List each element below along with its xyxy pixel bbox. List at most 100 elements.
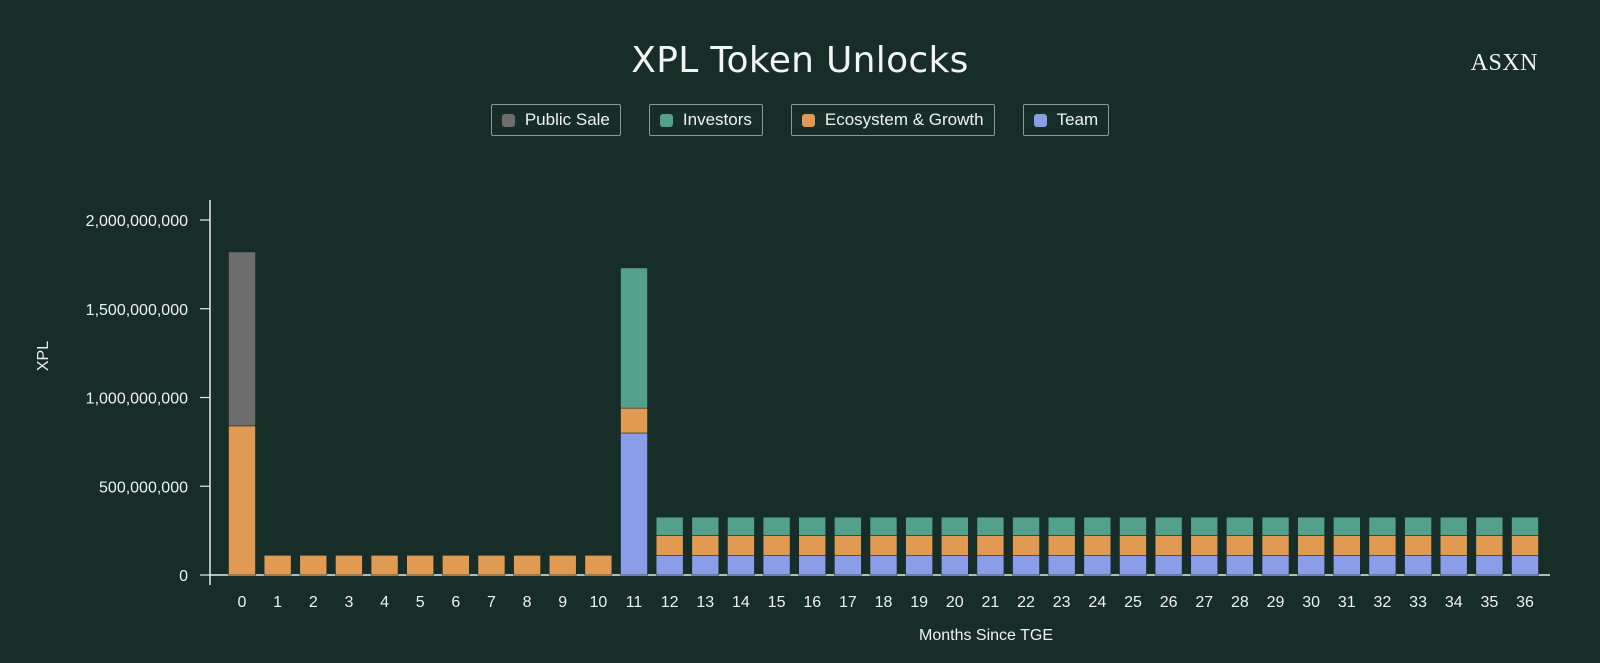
bar-segment-team bbox=[1368, 554, 1397, 576]
bar-segment-ecosystem-growth bbox=[1190, 535, 1219, 556]
bar-segment-investors bbox=[1226, 516, 1254, 536]
bar-segment-team bbox=[1333, 554, 1361, 576]
x-tick-label: 22 bbox=[1017, 594, 1035, 611]
bar-segment-ecosystem-growth bbox=[1511, 535, 1539, 556]
legend-item-team[interactable]: Team bbox=[1022, 104, 1110, 136]
bar-segment-investors bbox=[940, 516, 969, 536]
bar-segment-investors bbox=[1083, 516, 1112, 536]
legend-label: Investors bbox=[682, 110, 752, 129]
bar-segment-ecosystem-growth bbox=[1226, 535, 1254, 556]
bar-segment-team bbox=[1297, 554, 1325, 576]
bar-segment-team bbox=[976, 554, 1005, 576]
x-tick-label: 19 bbox=[910, 594, 928, 611]
bar-segment-ecosystem-growth bbox=[976, 535, 1005, 556]
bar-segment-ecosystem-growth bbox=[655, 535, 684, 556]
bar-segment-team bbox=[834, 554, 862, 576]
x-tick-label: 12 bbox=[661, 594, 679, 611]
x-tick-label: 4 bbox=[380, 594, 389, 611]
x-tick-label: 31 bbox=[1338, 594, 1356, 611]
chart-legend: Public Sale Investors Ecosystem & Growth… bbox=[0, 104, 1600, 136]
x-tick-label: 30 bbox=[1302, 594, 1320, 611]
bar-segment-ecosystem-growth bbox=[727, 535, 755, 556]
legend-item-public-sale[interactable]: Public Sale bbox=[490, 104, 621, 136]
legend-item-ecosystem-growth[interactable]: Ecosystem & Growth bbox=[790, 104, 995, 136]
bar-segment-ecosystem-growth bbox=[299, 554, 328, 576]
bar-segment-team bbox=[1190, 554, 1219, 576]
bar-segment-ecosystem-growth bbox=[548, 554, 577, 576]
bar-segment-ecosystem-growth bbox=[762, 535, 791, 556]
bar-segment-ecosystem-growth bbox=[1154, 535, 1183, 556]
bar-segment-ecosystem-growth bbox=[228, 425, 256, 576]
bar-segment-investors bbox=[1012, 516, 1040, 536]
x-tick-label: 11 bbox=[626, 594, 643, 611]
x-tick-label: 0 bbox=[238, 594, 247, 611]
bar-segment-team bbox=[1439, 554, 1468, 576]
y-tick-label: 1,000,000,000 bbox=[86, 391, 188, 408]
x-tick-label: 21 bbox=[982, 594, 1000, 611]
bar-segment-investors bbox=[1475, 516, 1504, 536]
bar-segment-ecosystem-growth bbox=[869, 535, 898, 556]
bar-segment-ecosystem-growth bbox=[905, 535, 933, 556]
bar-segment-investors bbox=[1404, 516, 1432, 536]
x-tick-label: 1 bbox=[273, 594, 282, 611]
bar-segment-investors bbox=[905, 516, 933, 536]
bar-segment-investors bbox=[1261, 516, 1290, 536]
bar-segment-ecosystem-growth bbox=[1119, 535, 1147, 556]
bar-segment-investors bbox=[834, 516, 862, 536]
x-tick-label: 5 bbox=[416, 594, 425, 611]
bar-segment-investors bbox=[1297, 516, 1325, 536]
x-tick-label: 16 bbox=[803, 594, 821, 611]
bar-segment-ecosystem-growth bbox=[1368, 535, 1397, 556]
bar-segment-team bbox=[1475, 554, 1504, 576]
chart-title: XPL Token Unlocks bbox=[631, 40, 969, 81]
bar-segment-investors bbox=[1333, 516, 1361, 536]
x-tick-label: 2 bbox=[309, 594, 318, 611]
legend-item-investors[interactable]: Investors bbox=[648, 104, 763, 136]
bar-segment-ecosystem-growth bbox=[1012, 535, 1040, 556]
bar-segment-team bbox=[940, 554, 969, 576]
x-tick-label: 3 bbox=[344, 594, 353, 611]
bar-segment-ecosystem-growth bbox=[1261, 535, 1290, 556]
brand-logo: ASXN bbox=[1470, 50, 1538, 76]
x-tick-label: 25 bbox=[1124, 594, 1142, 611]
bar-segment-ecosystem-growth bbox=[1297, 535, 1325, 556]
bar-segment-team bbox=[1119, 554, 1147, 576]
bar-segment-investors bbox=[1511, 516, 1539, 536]
bar-segment-team bbox=[1154, 554, 1183, 576]
bar-segment-ecosystem-growth bbox=[1047, 535, 1076, 556]
x-tick-label: 35 bbox=[1480, 594, 1498, 611]
x-axis-title: Months Since TGE bbox=[919, 627, 1053, 644]
bar-segment-investors bbox=[1368, 516, 1397, 536]
x-tick-label: 15 bbox=[768, 594, 786, 611]
bar-segment-ecosystem-growth bbox=[442, 554, 470, 576]
x-tick-label: 6 bbox=[451, 594, 460, 611]
bar-segment-ecosystem-growth bbox=[798, 535, 827, 556]
bar-segment-team bbox=[1261, 554, 1290, 576]
bar-segment-ecosystem-growth bbox=[620, 407, 648, 434]
x-tick-label: 10 bbox=[589, 594, 607, 611]
bar-segment-investors bbox=[655, 516, 684, 536]
x-tick-label: 34 bbox=[1445, 594, 1463, 611]
bar-segment-team bbox=[691, 554, 720, 576]
bar-segment-team bbox=[1047, 554, 1076, 576]
bar-segment-ecosystem-growth bbox=[1475, 535, 1504, 556]
bar-segment-ecosystem-growth bbox=[370, 554, 399, 576]
bar-segment-ecosystem-growth bbox=[1439, 535, 1468, 556]
bar-segment-ecosystem-growth bbox=[406, 554, 434, 576]
bar-segment-team bbox=[1404, 554, 1432, 576]
x-tick-label: 27 bbox=[1195, 594, 1213, 611]
x-tick-label: 24 bbox=[1088, 594, 1106, 611]
x-tick-label: 32 bbox=[1374, 594, 1392, 611]
bar-segment-investors bbox=[869, 516, 898, 536]
bar-segment-ecosystem-growth bbox=[940, 535, 969, 556]
bar-segment-investors bbox=[1190, 516, 1219, 536]
x-tick-label: 28 bbox=[1231, 594, 1249, 611]
bar-segment-team bbox=[798, 554, 827, 576]
bar-segment-ecosystem-growth bbox=[1404, 535, 1432, 556]
legend-label: Public Sale bbox=[524, 110, 610, 129]
bar-segment-ecosystem-growth bbox=[477, 554, 506, 576]
x-tick-label: 23 bbox=[1053, 594, 1071, 611]
bar-segment-ecosystem-growth bbox=[513, 554, 541, 576]
